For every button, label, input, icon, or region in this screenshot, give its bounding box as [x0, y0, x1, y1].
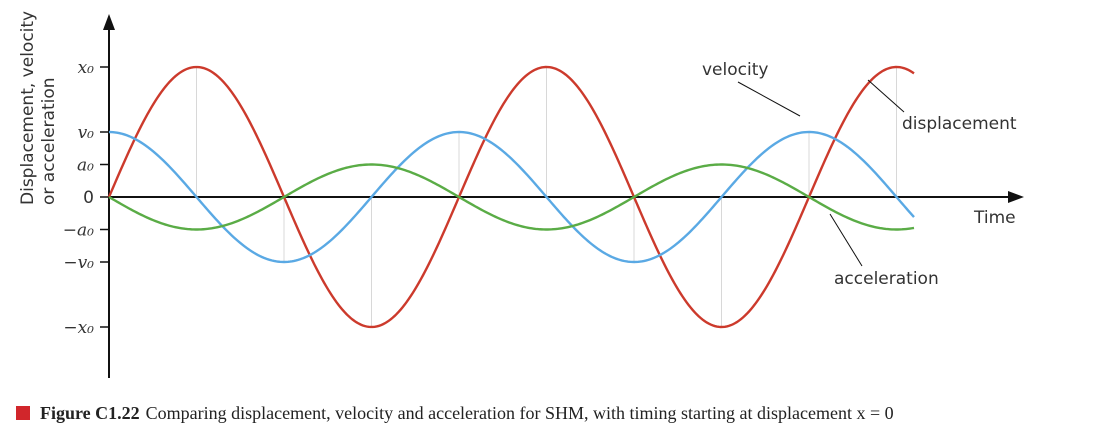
- x-axis-label: Time: [973, 208, 1016, 228]
- quarter-period-guides: [196, 67, 897, 327]
- y-ticks: x₀ v₀ a₀ 0 −a₀ −v₀ −x₀: [63, 58, 109, 338]
- caption-figure-label: Figure C1.22: [40, 402, 140, 423]
- acceleration-curve: [108, 163, 915, 231]
- caption-marker: [16, 406, 30, 420]
- displacement-leader: [867, 79, 905, 113]
- y-tick-label: −a₀: [63, 221, 94, 241]
- y-axis-arrowhead: [103, 14, 115, 30]
- y-axis-title-line-1: Displacement, velocity: [18, 11, 38, 205]
- caption-text: Comparing displacement, velocity and acc…: [145, 402, 894, 423]
- x-axis-arrowhead: [1008, 191, 1024, 203]
- acceleration-annotation: acceleration: [834, 269, 939, 289]
- displacement-curve: [107, 65, 915, 329]
- y-tick-label: −v₀: [63, 253, 94, 273]
- y-tick-label: x₀: [78, 58, 95, 78]
- y-tick-label: a₀: [77, 156, 94, 176]
- acceleration-leader: [829, 213, 863, 267]
- shm-chart: Displacement, velocity or acceleration T…: [18, 11, 1024, 378]
- displacement-annotation: displacement: [902, 114, 1017, 134]
- y-tick-label: v₀: [78, 123, 95, 143]
- y-tick-label: −x₀: [63, 318, 94, 338]
- y-tick-label: 0: [83, 188, 94, 208]
- velocity-annotation: velocity: [702, 60, 768, 80]
- figure-caption: Figure C1.22 Comparing displacement, vel…: [16, 400, 1086, 426]
- curves: [107, 65, 915, 329]
- y-axis-title-line-2: or acceleration: [39, 77, 59, 205]
- velocity-leader: [737, 81, 801, 117]
- velocity-curve: [108, 130, 915, 264]
